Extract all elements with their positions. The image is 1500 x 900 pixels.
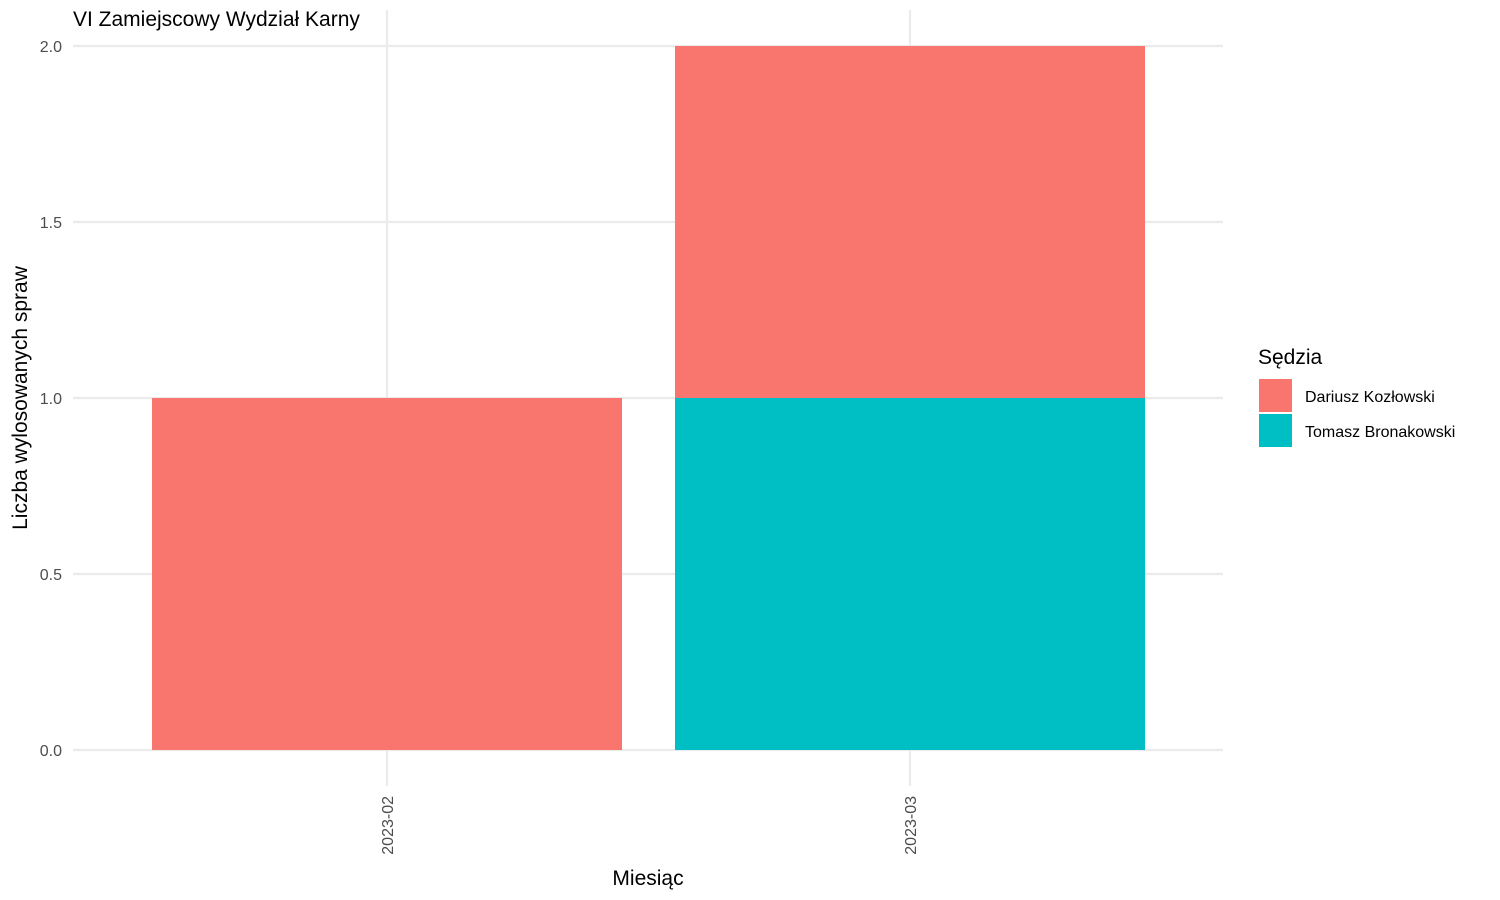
y-tick-label: 2.0 [40, 39, 62, 56]
x-axis-title: Miesiąc [612, 867, 683, 890]
y-tick-label: 0.5 [40, 567, 62, 584]
legend-swatch-dariusz-kozłowski [1259, 379, 1292, 412]
y-tick-label: 1.0 [40, 391, 62, 408]
bars [152, 46, 1145, 750]
x-tick-labels: 2023-02 2023-03 [380, 796, 920, 855]
y-axis-title: Liczba wylosowanych spraw [9, 265, 32, 530]
legend-label: Dariusz Kozłowski [1305, 389, 1435, 406]
bar-2023-03-dariusz-kozłowski [675, 46, 1145, 398]
bar-2023-02-dariusz-kozłowski [152, 398, 622, 750]
x-tick-label: 2023-03 [903, 796, 920, 855]
y-tick-labels: 0.0 0.5 1.0 1.5 2.0 [40, 39, 62, 760]
y-tick-label: 0.0 [40, 743, 62, 760]
bar-2023-03-tomasz-bronakowski [675, 398, 1145, 750]
legend: Sędzia Dariusz Kozłowski Tomasz Bronakows… [1258, 346, 1455, 447]
legend-label: Tomasz Bronakowski [1305, 424, 1455, 441]
x-tick-label: 2023-02 [380, 796, 397, 855]
legend-swatch-tomasz-bronakowski [1259, 414, 1292, 447]
legend-title: Sędzia [1258, 346, 1323, 369]
y-tick-label: 1.5 [40, 215, 62, 232]
legend-items: Dariusz Kozłowski Tomasz Bronakowski [1259, 379, 1455, 447]
chart-title: VI Zamiejscowy Wydział Karny [73, 8, 360, 31]
